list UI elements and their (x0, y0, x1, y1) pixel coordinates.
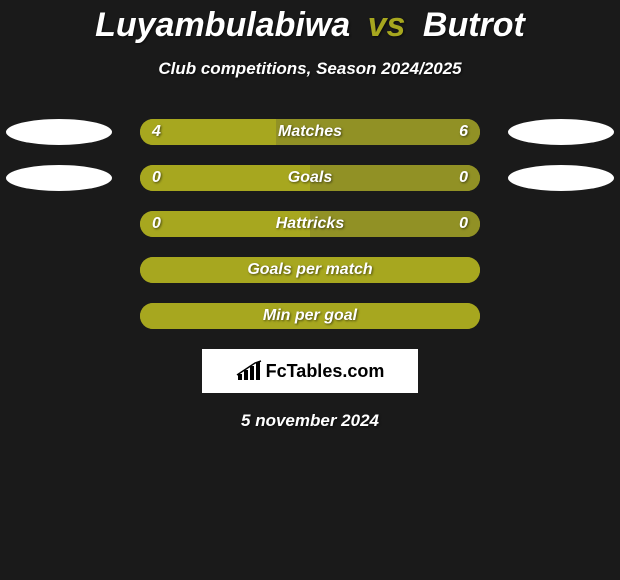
stat-label: Min per goal (140, 307, 480, 325)
stat-row: 00Goals (0, 165, 620, 191)
logo-text: FcTables.com (266, 361, 385, 382)
player2-name: Butrot (423, 6, 525, 44)
stat-bar: 00Hattricks (140, 211, 480, 237)
stat-label: Matches (140, 123, 480, 141)
player1-marker (6, 165, 112, 191)
stat-bar: Goals per match (140, 257, 480, 283)
stats-container: 46Matches 00Goals 00Hattricks Goals per mat… (0, 119, 620, 329)
stat-label: Goals per match (140, 261, 480, 279)
stat-row: 00Hattricks (0, 211, 620, 237)
stat-bar: 00Goals (140, 165, 480, 191)
chart-icon (236, 360, 262, 382)
player2-marker (508, 119, 614, 145)
player1-name: Luyambulabiwa (95, 6, 350, 44)
vs-label: vs (368, 6, 406, 44)
player2-marker (508, 165, 614, 191)
stat-row: 46Matches (0, 119, 620, 145)
stat-label: Hattricks (140, 215, 480, 233)
logo-box: FcTables.com (202, 349, 418, 393)
subtitle: Club competitions, Season 2024/2025 (0, 59, 620, 79)
date-label: 5 november 2024 (0, 411, 620, 431)
player1-marker (6, 119, 112, 145)
stat-row: Min per goal (0, 303, 620, 329)
stat-bar: Min per goal (140, 303, 480, 329)
stat-row: Goals per match (0, 257, 620, 283)
page-title: Luyambulabiwa vs Butrot (0, 0, 620, 45)
stat-bar: 46Matches (140, 119, 480, 145)
stat-label: Goals (140, 169, 480, 187)
